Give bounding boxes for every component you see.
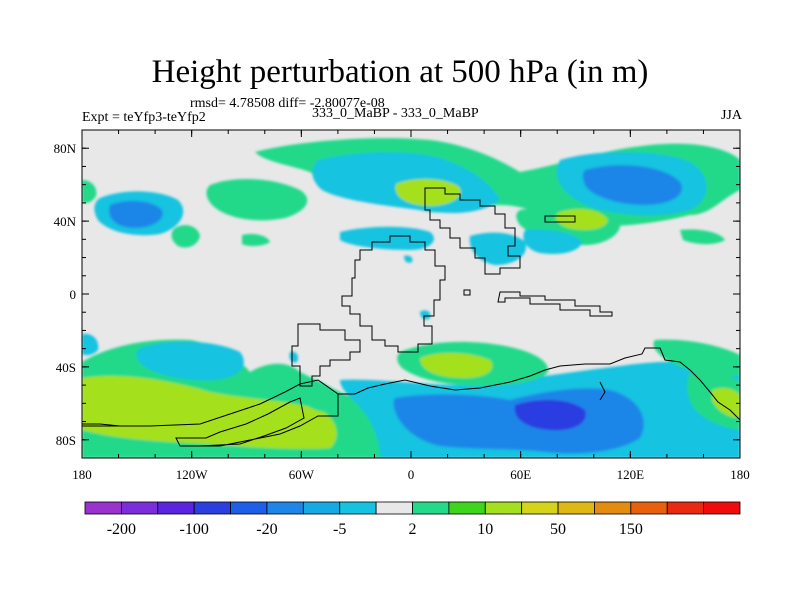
colorbar-box	[375, 501, 413, 515]
contour-region	[393, 388, 644, 454]
lat-tick-label: 40S	[56, 360, 76, 375]
contour-region	[136, 341, 244, 381]
lat-tick-label: 80N	[54, 141, 77, 156]
coastline	[497, 291, 613, 317]
contour-region	[270, 371, 341, 412]
coastline	[341, 235, 446, 353]
colorbar-box	[412, 501, 450, 515]
coastline	[82, 423, 121, 427]
colorbar-box	[84, 501, 122, 515]
lon-tick-label: 0	[408, 467, 415, 482]
lon-tick-label: 120E	[617, 467, 645, 482]
coastline	[424, 187, 521, 275]
colorbar-box	[157, 501, 195, 515]
colorbar-label: 2	[409, 521, 417, 538]
contour-fields	[82, 138, 740, 458]
lon-tick-label: 180	[72, 467, 92, 482]
coastline	[82, 379, 339, 447]
colorbar-box	[120, 501, 159, 515]
case-label: 333_0_MaBP - 333_0_MaBP	[312, 106, 479, 121]
colorbar-label: 150	[619, 521, 643, 538]
colorbar-box	[557, 501, 595, 515]
contour-region	[555, 209, 608, 230]
colorbar-box	[339, 501, 377, 515]
colorbar-box	[666, 501, 705, 515]
contour-region	[206, 178, 308, 221]
colorbar-box	[703, 501, 741, 515]
plot-title: Height perturbation at 500 hPa (in m)	[151, 54, 649, 90]
coastline-outlines	[82, 187, 740, 447]
coastline	[291, 323, 361, 387]
colorbar-box	[266, 501, 304, 515]
contour-region	[469, 232, 526, 265]
colorbar-label: -100	[180, 521, 209, 538]
colorbar-label: 10	[477, 521, 493, 538]
rmsd-label: rmsd= 4.78508 diff= -2.80077e-08	[190, 96, 385, 111]
contour-region	[82, 375, 337, 449]
colorbar-box	[230, 501, 268, 515]
colorbar-box	[594, 501, 632, 515]
colorbar-box	[521, 501, 559, 515]
colorbar-label: -5	[333, 521, 346, 538]
coastline	[544, 215, 576, 223]
coastline	[338, 347, 740, 421]
experiment-label: Expt = teYfp3-teYfp2	[82, 110, 206, 125]
contour-region	[242, 233, 270, 247]
lon-tick-label: 60E	[510, 467, 531, 482]
season-label: JJA	[720, 108, 742, 123]
contour-region	[171, 225, 200, 248]
map-axes: 80N 40N 0 40S 80S 180 120W 60W 0 60E 120E 180	[54, 129, 750, 482]
contour-region	[340, 226, 434, 250]
contour-region	[420, 352, 493, 378]
lat-tick-label: 0	[70, 287, 77, 302]
colorbar-label: 50	[550, 521, 566, 538]
contour-region	[420, 310, 431, 320]
colorbar-label: -20	[256, 521, 277, 538]
contour-region	[523, 229, 582, 254]
contour-region	[653, 339, 740, 377]
coastline	[599, 381, 606, 401]
contour-region	[514, 399, 586, 431]
lon-tick-label: 180	[730, 467, 750, 482]
lon-tick-label: 120W	[176, 467, 209, 482]
colorbar-box	[193, 501, 231, 515]
contour-region	[82, 333, 99, 356]
contour-region	[395, 179, 461, 206]
colorbar-label: -200	[107, 521, 136, 538]
contour-region	[582, 165, 682, 205]
colorbar-box	[484, 501, 523, 515]
colorbar-box	[302, 501, 341, 515]
coastline	[463, 289, 471, 296]
colorbar-box	[630, 501, 668, 515]
lat-tick-label: 40N	[54, 214, 77, 229]
lon-tick-label: 60W	[289, 467, 315, 482]
colorbar: -200 -100 -20 -5 2 10 50 150	[84, 501, 741, 538]
contour-region	[404, 255, 413, 263]
contour-region	[109, 200, 163, 228]
lat-tick-label: 80S	[56, 433, 76, 448]
contour-region	[712, 387, 740, 418]
contour-region	[82, 180, 97, 203]
contour-region	[680, 229, 725, 245]
colorbar-box	[448, 501, 486, 515]
